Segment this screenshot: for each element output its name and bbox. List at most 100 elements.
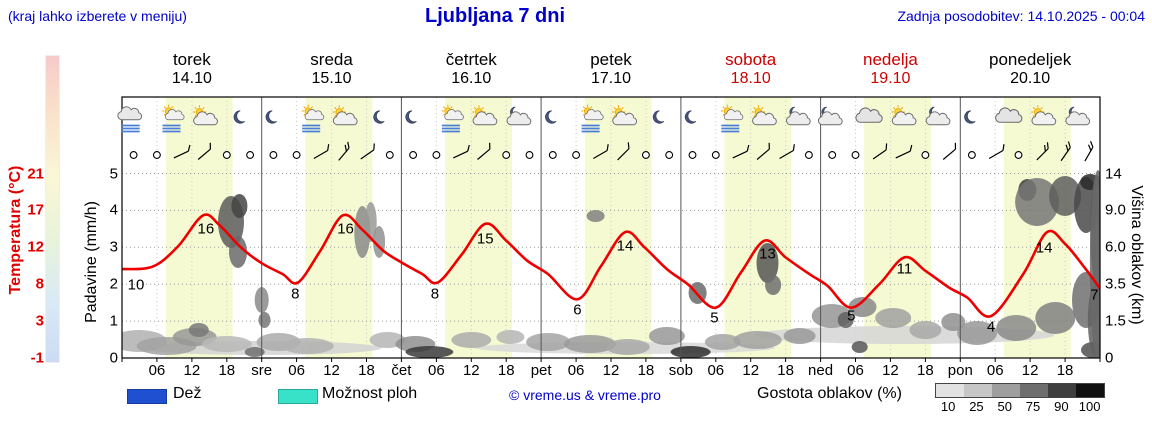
cloud-density-blob bbox=[957, 321, 998, 345]
temperature-colorbar bbox=[45, 55, 60, 363]
calm-wind-icon bbox=[688, 151, 697, 159]
cloud-density-blob bbox=[704, 334, 741, 350]
cloud-scale-value: 10 bbox=[940, 399, 956, 414]
wind-barb-icon bbox=[756, 142, 770, 160]
sun-cloud-icon bbox=[192, 105, 218, 126]
showers-label: Možnost ploh bbox=[322, 385, 418, 402]
cloud-icon bbox=[855, 107, 883, 123]
moon-cloud-icon bbox=[786, 106, 811, 126]
cloud-density-blob bbox=[648, 327, 685, 345]
moon-icon bbox=[233, 110, 245, 124]
calm-wind-icon bbox=[921, 151, 930, 159]
showers-swatch bbox=[278, 389, 318, 404]
cloud-scale-value: 25 bbox=[969, 399, 984, 414]
location-menu-hint: (kraj lahko izberete v meniju) bbox=[8, 8, 187, 24]
sun-cloud-icon bbox=[751, 105, 777, 126]
daytime-band bbox=[724, 97, 792, 358]
cloud-density-blob bbox=[258, 312, 271, 328]
moon-cloud-icon bbox=[818, 106, 843, 126]
cloud-density-blob bbox=[783, 328, 816, 344]
cloud-density-blob bbox=[229, 236, 247, 268]
moon-icon bbox=[545, 110, 557, 124]
cloud-scale-value: 75 bbox=[1025, 399, 1041, 414]
cloud-density-blob bbox=[281, 338, 334, 354]
wind-barb-icon bbox=[988, 144, 1005, 160]
calm-wind-icon bbox=[828, 151, 837, 159]
copyright-link[interactable]: © vreme.us & vreme.pro bbox=[509, 387, 661, 403]
wind-barb-icon bbox=[895, 144, 913, 159]
calm-wind-icon bbox=[711, 151, 720, 159]
cloud-density-blob bbox=[765, 275, 782, 295]
wind-barb-icon bbox=[338, 141, 350, 161]
cloud-density-blob bbox=[605, 339, 650, 355]
cloud-density-blob bbox=[201, 336, 252, 352]
temperature-curve bbox=[122, 213, 1100, 318]
calm-wind-icon bbox=[525, 151, 534, 159]
moon-icon bbox=[373, 110, 385, 124]
wind-barb-icon bbox=[360, 143, 375, 160]
wind-barb-icon bbox=[617, 142, 630, 161]
sun-cloud-icon bbox=[891, 105, 917, 126]
calm-wind-icon bbox=[409, 151, 418, 159]
fog-sun-icon bbox=[441, 104, 464, 133]
cloud-density-scale-labels: 10 25 50 75 90 100 bbox=[934, 399, 1104, 414]
wind-barb-icon bbox=[1036, 142, 1049, 161]
wind-barb-icon bbox=[593, 144, 609, 160]
cloud-density-blob bbox=[996, 315, 1037, 341]
sun-cloud-icon bbox=[472, 105, 498, 126]
calm-wind-icon bbox=[641, 151, 650, 159]
cloud-density-blob bbox=[364, 202, 377, 242]
sun-cloud-icon bbox=[332, 105, 358, 126]
wind-barb-icon bbox=[477, 142, 491, 160]
cloud-density-blob bbox=[1015, 178, 1060, 226]
cloud-scale-value: 50 bbox=[997, 399, 1012, 414]
calm-wind-icon bbox=[269, 151, 278, 159]
wind-barb-icon bbox=[732, 144, 750, 159]
cloud-density-blob bbox=[244, 347, 265, 357]
cloud-density-blob bbox=[851, 341, 868, 353]
cloud-density-blob bbox=[586, 210, 605, 222]
calm-wind-icon bbox=[548, 151, 557, 159]
cloud-scale-segment bbox=[1076, 384, 1104, 397]
calm-wind-icon bbox=[1014, 151, 1023, 159]
wind-barb-icon bbox=[453, 144, 470, 159]
cloud-density-blob bbox=[188, 323, 209, 337]
cloud-scale-value: 100 bbox=[1078, 399, 1101, 414]
fog-cloud-icon bbox=[117, 106, 143, 133]
cloud-density-blob bbox=[1089, 170, 1100, 358]
last-updated: Zadnja posodobitev: 14.10.2025 - 00:04 bbox=[897, 8, 1145, 24]
calm-wind-icon bbox=[292, 151, 301, 159]
fog-sun-icon bbox=[162, 104, 185, 133]
cloud-scale-segment bbox=[992, 384, 1020, 397]
cloud-density-blob bbox=[1049, 176, 1082, 216]
page-title: Ljubljana 7 dni bbox=[424, 5, 565, 27]
calm-wind-icon bbox=[246, 151, 255, 159]
calm-wind-icon bbox=[967, 151, 976, 159]
calm-wind-icon bbox=[665, 151, 674, 159]
calm-wind-icon bbox=[804, 151, 813, 159]
cloud-density-blob bbox=[909, 321, 942, 339]
rain-label: Dež bbox=[173, 385, 202, 402]
calm-wind-icon bbox=[385, 151, 394, 159]
calm-wind-icon bbox=[222, 151, 231, 159]
wind-barb-icon bbox=[942, 142, 957, 160]
rain-swatch bbox=[127, 389, 167, 404]
cloud-density-blob bbox=[848, 297, 877, 317]
calm-wind-icon bbox=[851, 151, 860, 159]
wind-barb-icon bbox=[872, 143, 888, 160]
calm-wind-icon bbox=[129, 151, 138, 159]
cloud-scale-segment bbox=[936, 384, 964, 397]
fog-sun-icon bbox=[581, 104, 604, 133]
moon-icon bbox=[964, 110, 976, 124]
cloud-scale-segment bbox=[1048, 384, 1076, 397]
wind-barb-icon bbox=[313, 144, 330, 160]
moon-cloud-icon bbox=[506, 106, 532, 126]
calm-wind-icon bbox=[432, 151, 441, 159]
moon-icon bbox=[652, 110, 665, 124]
calm-wind-icon bbox=[502, 151, 511, 159]
fog-sun-icon bbox=[721, 104, 744, 133]
cloud-density-blob bbox=[756, 243, 779, 283]
cloud-density-blob bbox=[451, 332, 492, 348]
